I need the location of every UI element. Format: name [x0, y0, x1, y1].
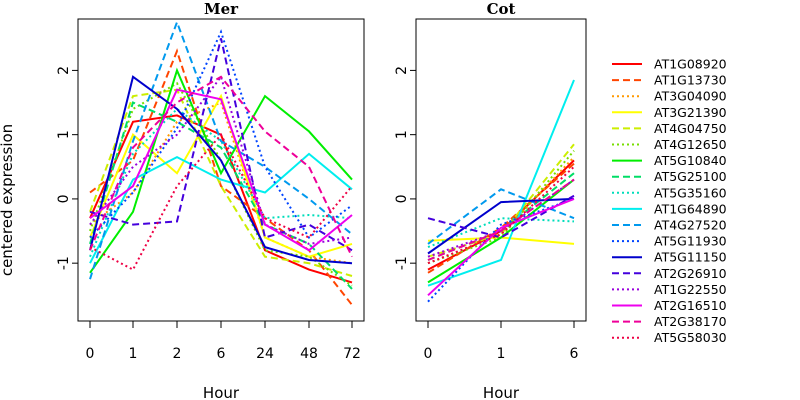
panel-cot-title: Cot — [487, 0, 516, 18]
mer-x-tick-label: 24 — [256, 346, 274, 362]
panel-cot-x-axis: 0 1 6 — [424, 320, 579, 362]
mer-series-line-at4g27520 — [89, 19, 353, 280]
mer-series-line-at2g16510 — [89, 88, 353, 252]
panel-cot-y-axis: -1 0 1 2 — [394, 66, 416, 270]
legend-label-at4g04750: AT4G04750 — [654, 121, 727, 136]
legend-label-at3g04090: AT3G04090 — [654, 89, 727, 104]
mer-y-tick-label: 0 — [56, 194, 72, 203]
panel-mer: Mer -1 0 1 2 0 1 2 6 24 48 72 Hour — [56, 0, 365, 400]
legend-label-at1g08920: AT1G08920 — [654, 57, 727, 72]
cot-series-line-at5g25100 — [427, 172, 575, 261]
mer-x-tick-label: 48 — [300, 346, 318, 362]
mer-y-tick-label: -1 — [56, 256, 72, 270]
mer-series-line-at5g35160 — [89, 107, 353, 258]
legend-label-at5g58030: AT5G58030 — [654, 330, 727, 345]
legend-label-at2g26910: AT2G26910 — [654, 266, 727, 281]
cot-x-tick-label: 0 — [424, 346, 433, 362]
mer-series-line-at2g26910 — [89, 38, 353, 252]
mer-series-line-at3g04090 — [89, 101, 353, 265]
legend-label-at2g16510: AT2G16510 — [654, 298, 727, 313]
panel-mer-x-axis-title: Hour — [203, 384, 240, 400]
cot-x-tick-label: 6 — [570, 346, 579, 362]
cot-y-tick-label: 0 — [394, 194, 410, 203]
mer-series-line-at4g04750 — [89, 88, 353, 277]
mer-x-tick-label: 0 — [86, 346, 95, 362]
cot-series-line-at4g04750 — [427, 143, 575, 258]
cot-series-line-at1g13730 — [427, 162, 575, 274]
cot-series-line-at1g64890 — [427, 79, 575, 287]
cot-y-tick-label: 1 — [394, 130, 410, 139]
legend-label-at1g13730: AT1G13730 — [654, 73, 727, 88]
legend-label-at4g27520: AT4G27520 — [654, 218, 727, 233]
mer-series-line-at3g21390 — [89, 93, 353, 258]
cot-series-line-at2g38170 — [427, 178, 575, 261]
legend-label-at5g10840: AT5G10840 — [654, 153, 727, 168]
cot-series-line-at2g26910 — [427, 194, 575, 239]
legend-label-at5g35160: AT5G35160 — [654, 185, 727, 200]
panel-cot-x-axis-title: Hour — [483, 384, 520, 400]
legend: AT1G08920AT1G13730AT3G04090AT3G21390AT4G… — [612, 57, 727, 345]
mer-y-tick-label: 1 — [56, 130, 72, 139]
cot-y-tick-label: -1 — [394, 256, 410, 270]
cot-series-line-at5g11930 — [427, 197, 575, 303]
mer-x-tick-label: 2 — [173, 346, 182, 362]
mer-series-line-at2g38170 — [89, 75, 353, 258]
legend-label-at5g11930: AT5G11930 — [654, 234, 727, 249]
panel-cot: Cot -1 0 1 2 0 1 6 Hour — [394, 0, 587, 400]
cot-x-tick-label: 1 — [497, 346, 506, 362]
cot-series-line-at2g16510 — [427, 197, 575, 297]
legend-label-at5g25100: AT5G25100 — [654, 169, 727, 184]
panel-cot-series-group — [427, 79, 575, 303]
mer-x-tick-label: 6 — [217, 346, 226, 362]
mer-x-tick-label: 72 — [343, 346, 361, 362]
mer-y-tick-label: 2 — [56, 66, 72, 75]
legend-label-at1g22550: AT1G22550 — [654, 282, 727, 297]
panel-mer-title: Mer — [204, 0, 239, 18]
mer-series-line-at5g58030 — [89, 132, 353, 271]
mer-series-line-at5g25100 — [89, 101, 353, 290]
cot-series-line-at5g10840 — [427, 178, 575, 284]
legend-label-at1g64890: AT1G64890 — [654, 201, 727, 216]
panel-mer-y-axis: -1 0 1 2 — [56, 66, 78, 270]
mer-series-line-at5g11150 — [89, 75, 353, 265]
cot-series-line-at5g11150 — [427, 197, 575, 255]
legend-label-at4g12650: AT4G12650 — [654, 137, 727, 152]
panel-mer-series-group — [89, 19, 353, 306]
cot-y-tick-label: 2 — [394, 66, 410, 75]
mer-series-line-at5g11930 — [89, 29, 353, 239]
legend-label-at3g21390: AT3G21390 — [654, 105, 727, 120]
mer-series-line-at5g10840 — [89, 67, 353, 274]
mer-series-line-at1g64890 — [89, 152, 353, 264]
legend-label-at2g38170: AT2G38170 — [654, 314, 727, 329]
y-axis-title: centered expression — [0, 124, 16, 276]
mer-x-tick-label: 1 — [129, 346, 138, 362]
legend-label-at5g11150: AT5G11150 — [654, 250, 727, 265]
mer-series-line-at1g22550 — [89, 74, 353, 245]
panel-mer-x-axis: 0 1 2 6 24 48 72 — [86, 320, 361, 362]
cot-series-line-at5g58030 — [427, 166, 575, 265]
